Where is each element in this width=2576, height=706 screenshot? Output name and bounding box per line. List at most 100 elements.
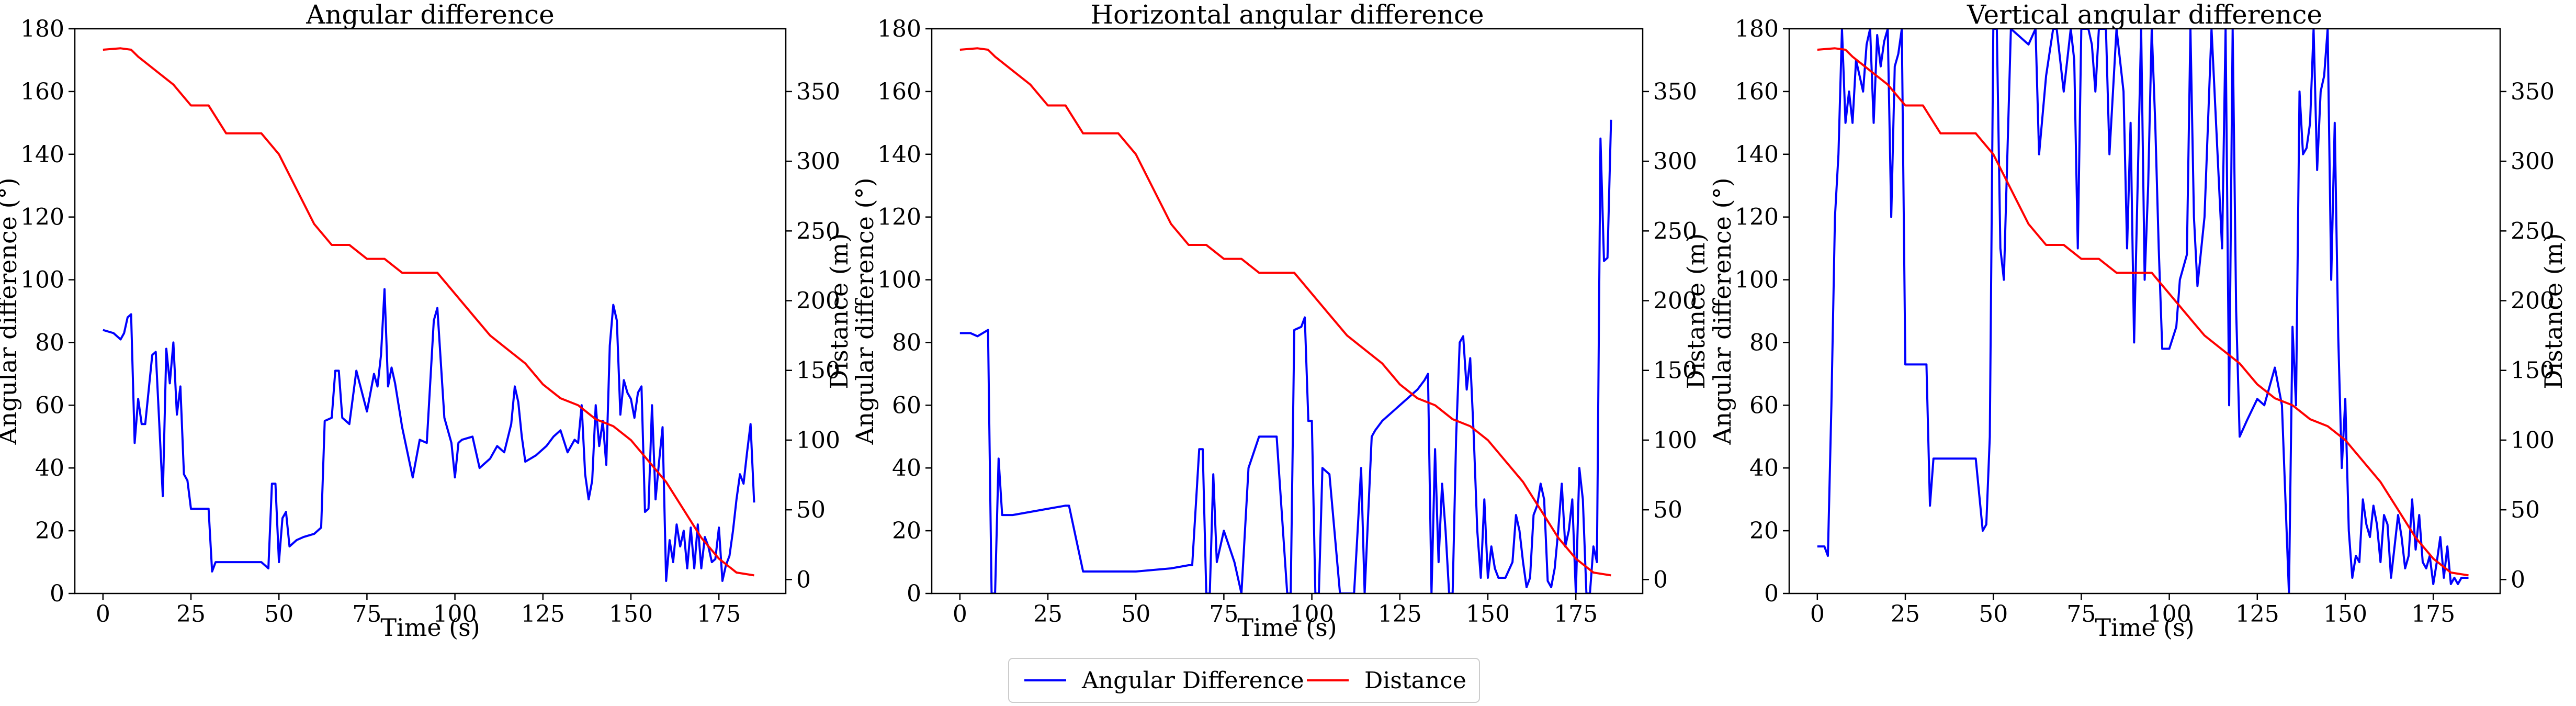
chart-panel-2: Horizontal angular difference 0 25 50 75 100 1… — [851, 0, 1710, 642]
y-tick-label: 60 — [35, 392, 64, 419]
x-tick-label: 25 — [1891, 601, 1920, 627]
x-tick-label: 100 — [2148, 601, 2191, 627]
x-tick-label: 100 — [1290, 601, 1334, 627]
legend-angular-difference-label: Angular Difference — [1081, 667, 1304, 694]
x-tick-label: 175 — [1554, 601, 1598, 627]
angular-difference-line — [959, 119, 1612, 593]
x-tick-label: 125 — [1378, 601, 1422, 627]
y-tick-label: 100 — [1735, 267, 1779, 294]
y-axis-label: Angular difference (°) — [851, 177, 879, 445]
y2-tick-label: 350 — [2511, 79, 2555, 105]
plot-frame — [931, 28, 1644, 595]
y2-tick-label: 50 — [796, 497, 826, 523]
x-tick-label: 125 — [521, 601, 565, 627]
plot-area — [1817, 29, 2469, 593]
x-tick-label: 150 — [609, 601, 653, 627]
x-axis-label: Time (s) — [1237, 613, 1337, 642]
y2-tick-label: 250 — [1653, 218, 1697, 244]
y-tick-label: 0 — [50, 580, 64, 607]
y-tick-label: 160 — [877, 79, 921, 105]
legend: Angular Difference Distance — [1008, 658, 1480, 703]
y-tick-label: 100 — [877, 267, 921, 294]
y-tick-label: 20 — [1749, 518, 1779, 544]
plot-area — [959, 47, 1612, 593]
x-axis-label: Time (s) — [380, 613, 480, 642]
x-tick-label: 75 — [1209, 601, 1238, 627]
y-tick-label: 100 — [20, 267, 64, 294]
distance-line — [103, 47, 754, 577]
y-tick-label: 20 — [892, 518, 921, 544]
y-tick-label: 60 — [892, 392, 921, 419]
y2-tick-label: 150 — [1653, 357, 1697, 384]
y2-tick-label: 100 — [796, 427, 840, 454]
x-tick-label: 125 — [2235, 601, 2279, 627]
y2-axis-label: Distance (m) — [2539, 233, 2568, 389]
x-tick-label: 0 — [953, 601, 967, 627]
y2-tick-label: 250 — [2511, 218, 2555, 244]
x-tick-label: 50 — [264, 601, 293, 627]
plot-frame — [74, 28, 787, 595]
y2-axis-label: Distance (m) — [825, 233, 853, 389]
y2-tick-label: 150 — [796, 357, 840, 384]
y2-tick-label: 50 — [1653, 497, 1682, 523]
y-tick-label: 160 — [20, 79, 64, 105]
y-tick-label: 140 — [877, 141, 921, 168]
y-tick-label: 80 — [35, 329, 64, 356]
plot-frame — [1788, 28, 2501, 595]
y-tick-label: 40 — [1749, 455, 1779, 481]
y2-tick-label: 350 — [796, 79, 840, 105]
y-tick-label: 140 — [20, 141, 64, 168]
y2-tick-label: 350 — [1653, 79, 1697, 105]
y2-tick-label: 100 — [1653, 427, 1697, 454]
chart-title: Horizontal angular difference — [1090, 0, 1484, 30]
y2-tick-label: 300 — [1653, 148, 1697, 175]
y-tick-label: 40 — [35, 455, 64, 481]
y-tick-label: 120 — [20, 204, 64, 231]
chart-title: Vertical angular difference — [1967, 0, 2322, 30]
y2-tick-label: 200 — [1653, 288, 1697, 315]
chart-panel-3: Vertical angular difference 0 25 50 75 100 125… — [1708, 0, 2568, 642]
y2-tick-label: 0 — [796, 566, 811, 593]
y-tick-label: 140 — [1735, 141, 1779, 168]
x-tick-label: 75 — [2066, 601, 2096, 627]
y2-tick-label: 50 — [2511, 497, 2540, 523]
legend-frame — [1008, 658, 1480, 703]
x-tick-label: 50 — [1121, 601, 1150, 627]
y2-axis-label: Distance (m) — [1682, 233, 1710, 389]
y2-tick-label: 100 — [2511, 427, 2555, 454]
y-axis-label: Angular difference (°) — [1708, 177, 1736, 445]
y2-tick-label: 300 — [2511, 148, 2555, 175]
angular-difference-line — [103, 288, 755, 582]
legend-distance-label: Distance — [1364, 667, 1466, 694]
y-tick-label: 80 — [1749, 329, 1779, 356]
angular-difference-line — [1817, 29, 2469, 593]
x-tick-label: 25 — [176, 601, 206, 627]
y-tick-label: 180 — [877, 16, 921, 42]
y-tick-label: 40 — [892, 455, 921, 481]
y-axis-label: Angular difference (°) — [0, 177, 22, 445]
y-tick-label: 160 — [1735, 79, 1779, 105]
y-tick-label: 120 — [1735, 204, 1779, 231]
y-tick-label: 0 — [907, 580, 921, 607]
y-tick-label: 60 — [1749, 392, 1779, 419]
x-tick-label: 50 — [1979, 601, 2008, 627]
y2-tick-label: 250 — [796, 218, 840, 244]
y2-tick-label: 200 — [2511, 288, 2555, 315]
y2-tick-label: 0 — [2511, 566, 2525, 593]
x-tick-label: 0 — [1810, 601, 1825, 627]
y-tick-label: 120 — [877, 204, 921, 231]
x-tick-label: 100 — [433, 601, 477, 627]
plot-area — [103, 47, 755, 582]
y2-tick-label: 150 — [2511, 357, 2555, 384]
x-axis-label: Time (s) — [2095, 613, 2194, 642]
chart-panel-1: Angular difference 0 25 50 75 100 125 150 175 0 20… — [0, 0, 853, 642]
y-tick-label: 80 — [892, 329, 921, 356]
y-tick-label: 180 — [1735, 16, 1779, 42]
y-tick-label: 0 — [1764, 580, 1779, 607]
distance-line — [959, 47, 1611, 577]
x-tick-label: 150 — [1466, 601, 1510, 627]
x-tick-label: 150 — [2323, 601, 2367, 627]
x-tick-label: 175 — [697, 601, 741, 627]
x-tick-label: 25 — [1033, 601, 1063, 627]
x-tick-label: 175 — [2411, 601, 2455, 627]
